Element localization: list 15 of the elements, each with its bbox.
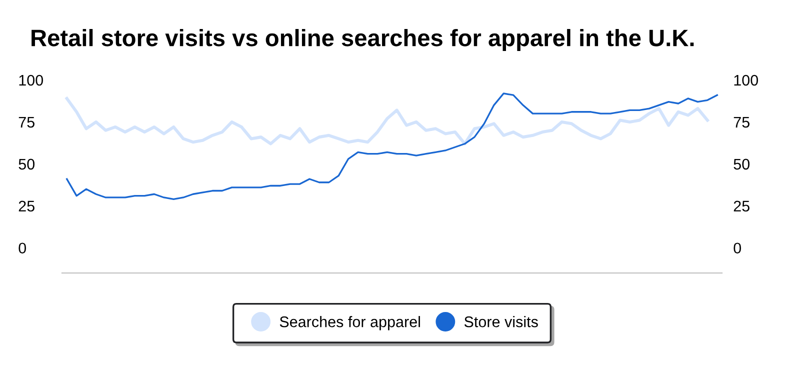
chart-title: Retail store visits vs online searches for apparel in the U.K. (32, 28, 694, 52)
legend-label: Searches for apparel (280, 316, 420, 330)
y2-tick-label: 100 (734, 74, 758, 86)
legend-label: Store visits (464, 316, 538, 328)
y-tick-label: 100 (19, 74, 44, 86)
y-tick-label: 75 (18, 116, 34, 128)
y-tick-label: 50 (18, 158, 35, 170)
line-series (66, 92, 718, 200)
y2-tick-label: 75 (734, 116, 750, 128)
y2-tick-label: 25 (734, 200, 750, 212)
y2-tick-label: 50 (734, 158, 750, 170)
y-tick-label: 25 (18, 200, 34, 212)
y2-tick-label: 0 (734, 242, 742, 254)
y-tick-label: 0 (18, 242, 26, 254)
line-series (65, 96, 709, 146)
